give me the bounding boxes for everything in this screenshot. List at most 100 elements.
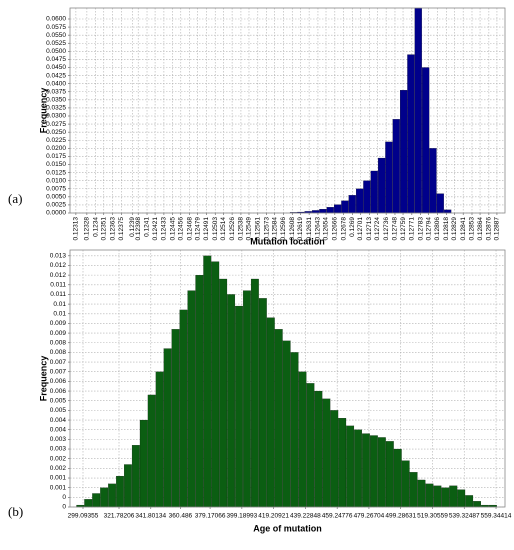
x-tick-label: 0.12654 — [323, 217, 330, 241]
x-tick-label: 0.1234 — [92, 217, 99, 237]
x-tick-label: 0.1269 — [349, 217, 356, 237]
y-tick-label: 0.0100 — [46, 177, 66, 184]
y-tick-label: 0.0250 — [46, 129, 66, 136]
x-tick-label: 0.12771 — [409, 217, 416, 241]
x-tick-label: 0.12445 — [169, 217, 176, 241]
bar — [314, 390, 323, 508]
x-tick-label: 539.32487 — [449, 513, 480, 520]
bar — [116, 475, 124, 508]
bar — [187, 290, 196, 508]
bar — [203, 255, 212, 508]
bar — [322, 398, 331, 508]
bar — [362, 433, 370, 508]
bar — [393, 448, 402, 508]
x-tick-label: 0.12887 — [494, 217, 501, 241]
y-tick-label: 0.0400 — [46, 80, 66, 87]
bar — [290, 352, 299, 508]
x-tick-label: 0.12619 — [297, 217, 304, 241]
x-tick-label: 459.24776 — [322, 513, 353, 520]
y-tick-label: 0.0375 — [46, 88, 66, 95]
bar — [163, 348, 172, 508]
x-tick-label: 479.26704 — [354, 513, 385, 520]
bar — [306, 383, 315, 508]
y-tick-label: 0.004 — [50, 426, 67, 433]
x-tick-label: 519.30559 — [417, 513, 448, 520]
x-tick-label: 0.12864 — [477, 217, 484, 241]
x-tick-label: 0.12678 — [340, 217, 347, 241]
bar — [385, 441, 394, 508]
bar — [377, 437, 386, 508]
y-tick-label: 0.007 — [50, 359, 67, 366]
x-tick-label: 0.12351 — [100, 217, 107, 241]
x-axis-title: Age of mutation — [253, 523, 322, 533]
y-tick-label: 0.002 — [50, 465, 67, 472]
y-tick-label: 0.0325 — [46, 105, 66, 112]
panel-label: (b) — [8, 504, 23, 519]
x-tick-label: 559.34414 — [481, 513, 512, 520]
bar — [354, 429, 362, 508]
x-tick-label: 0.12783 — [417, 217, 424, 241]
bar — [401, 460, 410, 508]
x-tick-label: 0.12596 — [280, 217, 287, 241]
bar — [341, 200, 349, 214]
bar — [400, 90, 408, 214]
bar — [139, 419, 148, 508]
x-tick-label: 0.12456 — [177, 217, 184, 241]
y-tick-label: 0 — [62, 504, 66, 511]
y-tick-label: 0.0050 — [46, 194, 66, 201]
x-tick-label: 360.486 — [169, 513, 193, 520]
bar — [433, 485, 442, 508]
y-tick-label: 0.001 — [50, 475, 67, 482]
x-tick-label: 0.12398 — [135, 217, 142, 241]
x-tick-label: 0.12853 — [469, 217, 476, 241]
plot-frame — [69, 7, 506, 214]
y-tick-label: 0.0200 — [46, 145, 66, 152]
y-tick-label: 0.011 — [50, 282, 66, 289]
x-tick-label: 0.1239 — [129, 217, 136, 237]
y-tick-label: 0.0475 — [46, 56, 66, 63]
y-tick-label: 0.0500 — [46, 48, 66, 55]
bar — [414, 7, 422, 214]
panel-label: (a) — [8, 191, 22, 206]
bar — [377, 157, 386, 214]
bar — [392, 119, 400, 214]
bar — [298, 371, 307, 508]
bar — [131, 445, 140, 508]
y-tick-label: 0.0525 — [46, 40, 66, 47]
x-tick-label: 419.20921 — [258, 513, 289, 520]
x-tick-label: 0.1241 — [144, 217, 151, 237]
y-tick-label: 0.008 — [50, 339, 67, 346]
bar — [444, 209, 452, 214]
x-tick-label: 0.12736 — [383, 217, 390, 241]
x-tick-label: 0.12841 — [460, 217, 467, 241]
y-tick-label: 0.006 — [50, 378, 67, 385]
bar — [282, 340, 291, 508]
y-tick-label: 0.0150 — [46, 161, 66, 168]
x-tick-label: 0.12724 — [374, 217, 381, 241]
x-tick-label: 0.12829 — [451, 217, 458, 241]
plot-frame — [69, 249, 506, 508]
bar — [422, 67, 430, 214]
y-axis-title: Frequency — [38, 88, 48, 134]
y-tick-label: 0.0075 — [46, 185, 66, 192]
plot-area — [70, 8, 505, 213]
y-tick-label: 0.013 — [50, 253, 67, 260]
bar — [100, 487, 109, 508]
bar — [346, 425, 355, 508]
y-tick-label: 0.004 — [50, 417, 67, 424]
y-tick-label: 0.0350 — [46, 97, 66, 104]
x-tick-label: 0.12313 — [73, 217, 80, 241]
bar — [84, 499, 93, 508]
x-tick-label: 0.12549 — [246, 217, 253, 241]
x-tick-label: 0.12538 — [238, 217, 245, 241]
x-tick-label: 0.12759 — [400, 217, 407, 241]
y-tick-label: 0.0000 — [46, 210, 66, 217]
x-tick-label: 321.78206 — [104, 513, 135, 520]
x-tick-label: 0.12818 — [443, 217, 450, 241]
y-tick-label: 0.003 — [50, 446, 67, 453]
bar — [258, 298, 267, 508]
bar — [108, 483, 116, 508]
y-axis-title: Frequency — [38, 356, 48, 402]
bar — [274, 329, 283, 508]
bar — [355, 188, 364, 214]
